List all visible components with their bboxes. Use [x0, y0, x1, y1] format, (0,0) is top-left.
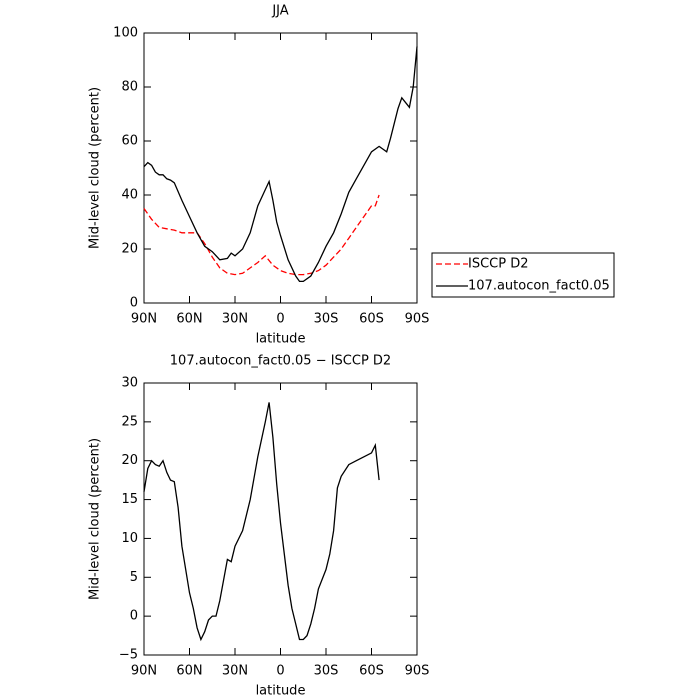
x-tick-label: 90S — [405, 312, 430, 327]
data-line — [143, 194, 380, 276]
data-line — [143, 402, 380, 642]
chart-title: 107.autocon_fact0.05 − ISCCP D2 — [170, 354, 391, 369]
y-tick-label: 100 — [113, 26, 138, 41]
y-tick-label: 0 — [130, 609, 138, 624]
y-tick-label: 0 — [130, 296, 138, 311]
x-tick-label: 60S — [359, 664, 384, 679]
x-axis-label: latitude — [256, 684, 306, 699]
chart-title: JJA — [271, 4, 288, 19]
y-tick-label: 40 — [121, 188, 138, 203]
x-tick-label: 60N — [176, 312, 202, 327]
y-axis-label: Mid-level cloud (percent) — [88, 438, 103, 600]
y-tick-label: 25 — [121, 414, 138, 429]
data-line — [143, 46, 418, 283]
x-tick-label: 90N — [131, 312, 157, 327]
legend-label: 107.autocon_fact0.05 — [468, 279, 610, 294]
x-tick-label: 60N — [176, 664, 202, 679]
y-tick-label: −5 — [119, 648, 138, 663]
y-tick-label: 20 — [121, 242, 138, 257]
y-tick-label: 10 — [121, 531, 138, 546]
x-tick-label: 30N — [222, 312, 248, 327]
y-tick-label: 80 — [121, 80, 138, 95]
y-tick-label: 15 — [121, 492, 138, 507]
y-tick-label: 60 — [121, 134, 138, 149]
plot-frame — [143, 32, 418, 304]
x-tick-label: 0 — [276, 664, 284, 679]
x-tick-label: 30N — [222, 664, 248, 679]
x-tick-label: 90N — [131, 664, 157, 679]
y-tick-label: 30 — [121, 376, 138, 391]
x-tick-label: 30S — [314, 664, 339, 679]
y-axis-label: Mid-level cloud (percent) — [88, 87, 103, 249]
legend-box — [431, 252, 615, 298]
y-tick-label: 5 — [130, 570, 138, 585]
x-axis-label: latitude — [256, 332, 306, 347]
legend-label: ISCCP D2 — [468, 257, 529, 272]
y-tick-label: 20 — [121, 453, 138, 468]
x-tick-label: 60S — [359, 312, 384, 327]
x-tick-label: 30S — [314, 312, 339, 327]
x-tick-label: 0 — [276, 312, 284, 327]
x-tick-label: 90S — [405, 664, 430, 679]
